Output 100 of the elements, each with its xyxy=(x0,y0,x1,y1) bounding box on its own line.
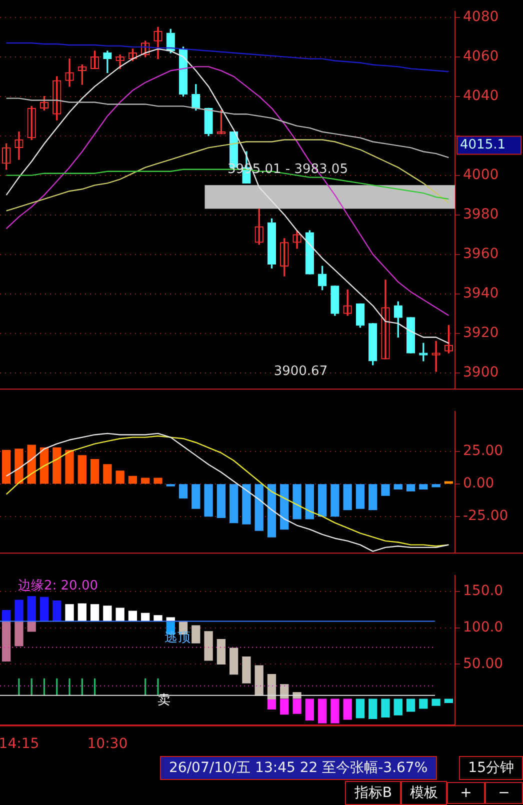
y-tick-label: 3920 xyxy=(463,324,499,341)
bar xyxy=(292,484,302,520)
bar xyxy=(27,596,36,622)
bar xyxy=(254,484,264,531)
bar xyxy=(90,604,100,622)
bar xyxy=(368,484,378,510)
bar xyxy=(343,484,352,510)
bar xyxy=(2,620,11,662)
text: 15分钟 xyxy=(459,756,523,780)
bar xyxy=(154,478,162,484)
bar xyxy=(78,603,86,622)
text: 指标B xyxy=(345,781,401,805)
bar xyxy=(27,620,36,632)
bar xyxy=(192,625,200,644)
bar xyxy=(216,484,226,518)
bar xyxy=(14,620,24,646)
bar xyxy=(305,698,314,720)
bar xyxy=(394,484,402,490)
bar xyxy=(381,698,390,718)
bar xyxy=(128,610,138,622)
bar xyxy=(280,684,289,699)
bar xyxy=(103,606,112,622)
text: 26/07/10/五 13:45 22 至今张幅-3.67% xyxy=(160,756,437,780)
annotation: 逃顶 xyxy=(164,630,190,646)
bar xyxy=(141,478,150,484)
bar xyxy=(192,484,200,509)
y-tick-label: 4080 xyxy=(463,8,499,25)
bar xyxy=(432,484,440,488)
text: 4015.1 xyxy=(460,138,506,153)
bar xyxy=(216,639,226,664)
bar xyxy=(229,484,238,524)
bar xyxy=(242,484,251,524)
bar xyxy=(40,447,49,484)
annotation: 边缘2: 20.00 xyxy=(18,578,98,594)
bar xyxy=(381,484,390,496)
bar xyxy=(406,484,416,492)
bar xyxy=(267,674,276,700)
y-tick-label: 3980 xyxy=(463,206,499,222)
bar xyxy=(432,698,440,706)
bar xyxy=(52,447,62,484)
y-tick-label: 3940 xyxy=(463,285,499,302)
bar xyxy=(368,698,378,719)
y-tick-label: 0.00 xyxy=(463,476,494,492)
text: 模板 xyxy=(401,781,447,805)
bar xyxy=(356,698,365,718)
bar xyxy=(229,648,238,675)
bar xyxy=(267,698,276,710)
bar xyxy=(343,698,352,720)
bar xyxy=(356,484,365,509)
bar xyxy=(90,459,100,484)
bar xyxy=(444,698,454,703)
bar xyxy=(330,698,340,724)
bar xyxy=(103,464,112,484)
bar xyxy=(394,698,402,716)
bar xyxy=(330,484,340,517)
y-tick-label: 150.0 xyxy=(463,583,504,600)
candlestick xyxy=(419,342,428,362)
bar xyxy=(128,476,138,484)
y-tick-label: -25.00 xyxy=(463,508,508,524)
bar xyxy=(116,608,124,622)
bar xyxy=(242,656,251,684)
bar xyxy=(280,484,289,530)
bar xyxy=(14,448,24,484)
bar xyxy=(305,484,314,520)
bar xyxy=(78,455,86,484)
annotation: 卖 xyxy=(157,692,170,708)
bar xyxy=(65,450,74,484)
annotation: 3900.67 xyxy=(274,364,328,379)
bar xyxy=(406,698,416,712)
bar xyxy=(178,484,188,499)
bar xyxy=(318,698,327,724)
candlestick xyxy=(432,340,440,372)
y-tick-label: 4040 xyxy=(463,88,499,104)
bar xyxy=(419,484,428,490)
y-tick-label: 50.00 xyxy=(463,656,504,672)
bar xyxy=(267,484,276,538)
y-tick-label: 25.00 xyxy=(463,443,504,460)
y-tick-label: 3900 xyxy=(463,364,499,380)
y-tick-label: 4060 xyxy=(463,48,499,64)
bar xyxy=(52,600,62,622)
bar xyxy=(318,484,327,517)
text: − xyxy=(485,782,523,804)
bar xyxy=(14,600,24,622)
bar xyxy=(27,444,36,484)
bar xyxy=(419,698,428,709)
bar xyxy=(116,470,124,484)
bar xyxy=(204,631,213,661)
bar xyxy=(204,484,213,517)
y-tick-label: 100.0 xyxy=(463,619,504,636)
bar xyxy=(2,450,11,484)
x-tick-label: 10:30 xyxy=(87,736,128,752)
bar xyxy=(254,665,264,696)
bar xyxy=(292,698,302,714)
bar xyxy=(65,604,74,622)
bar xyxy=(280,698,289,715)
bar xyxy=(40,596,49,622)
y-tick-label: 4000 xyxy=(463,166,499,183)
bar xyxy=(444,481,454,484)
y-tick-label: 3960 xyxy=(463,246,499,262)
x-tick-label: 14:15 xyxy=(0,736,40,752)
